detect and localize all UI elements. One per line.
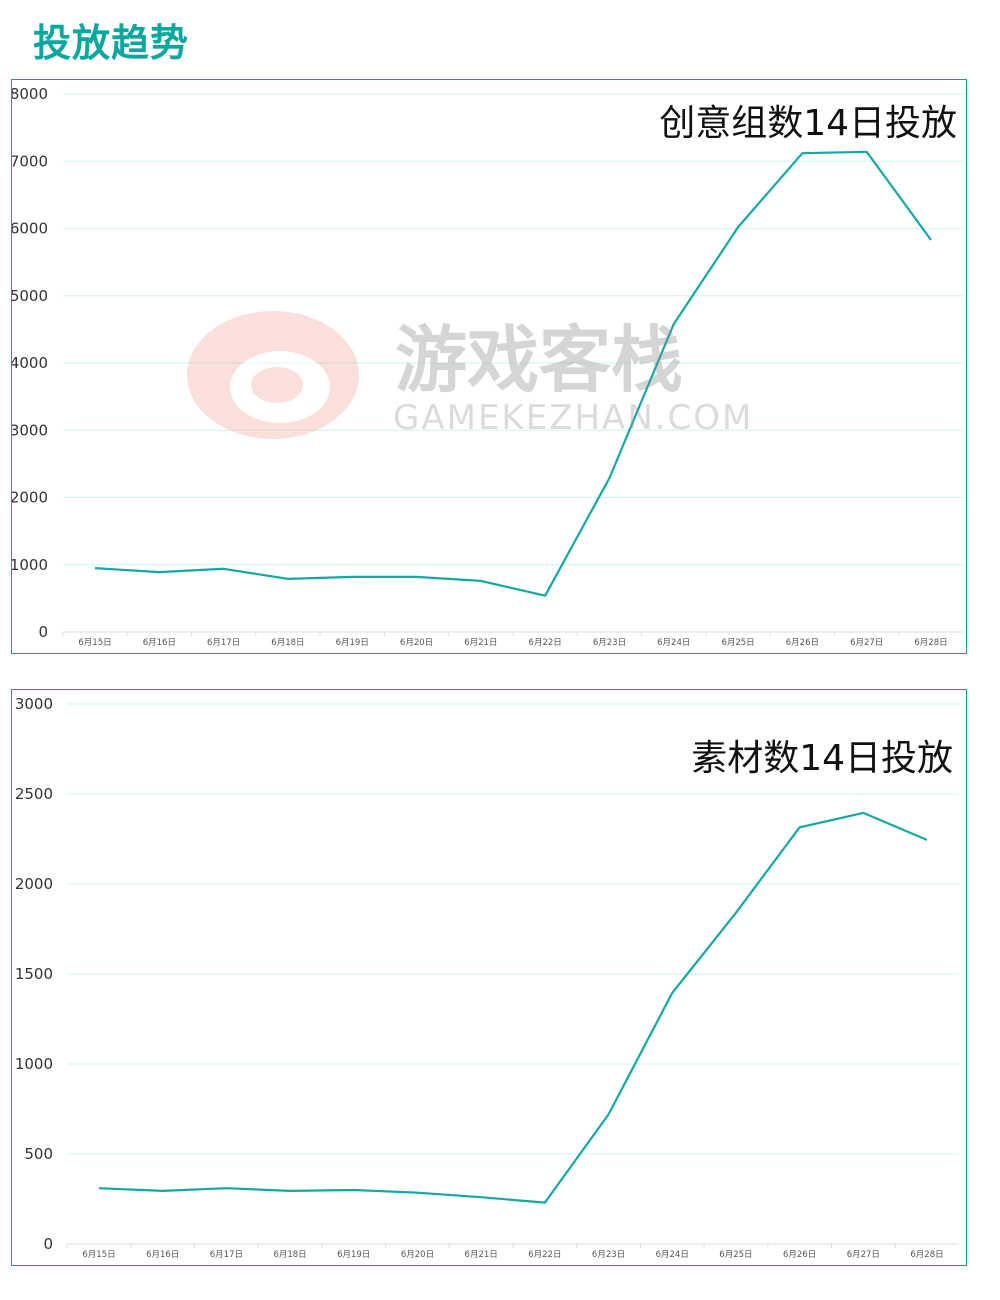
x-tick-label: 6月21日 (465, 1250, 498, 1260)
y-tick-label: 2000 (15, 875, 53, 893)
x-tick-label: 6月17日 (207, 638, 240, 648)
x-tick-label: 6月25日 (721, 638, 754, 648)
page-title: 投放趋势 (33, 21, 190, 65)
y-tick-label: 1000 (15, 1055, 53, 1073)
y-tick-label: 1500 (15, 965, 53, 983)
x-tick-label: 6月27日 (850, 638, 883, 648)
x-tick-label: 6月16日 (146, 1250, 179, 1260)
x-tick-label: 6月15日 (82, 1250, 115, 1260)
x-tick-label: 6月21日 (464, 638, 497, 648)
x-tick-label: 6月26日 (783, 1250, 816, 1260)
x-tick-label: 6月24日 (656, 1250, 689, 1260)
y-tick-label: 1000 (12, 556, 48, 574)
x-tick-label: 6月28日 (914, 638, 947, 648)
y-tick-label: 7000 (12, 152, 48, 170)
y-tick-label: 4000 (12, 354, 48, 372)
x-tick-label: 6月16日 (143, 638, 176, 648)
chart-title: 素材数14日投放 (691, 738, 953, 779)
line-chart: 0 500 1000 1500 2000 2500 3000 6月15日 6月16日 6月17日 6… (15, 695, 959, 1260)
x-tick-label: 6月22日 (529, 638, 562, 648)
series-line (98, 811, 928, 1204)
x-tick-label: 6月28日 (910, 1250, 943, 1260)
x-tick-label: 6月19日 (337, 1250, 370, 1260)
x-tick-label: 6月20日 (400, 638, 433, 648)
series-line (94, 150, 932, 597)
x-tick-label: 6月18日 (271, 638, 304, 648)
chart-title: 创意组数14日投放 (659, 103, 957, 144)
chart-panel-materials: 0 500 1000 1500 2000 2500 3000 6月15日 6月16日 6月17日 6… (11, 689, 967, 1266)
y-tick-label: 3000 (15, 695, 53, 713)
x-tick-label: 6月23日 (593, 638, 626, 648)
line-chart: 0 1000 2000 3000 4000 5000 6000 7000 8000 6月15日 6月… (12, 85, 963, 648)
y-tick-label: 5000 (12, 287, 48, 305)
y-tick-label: 0 (38, 623, 48, 641)
x-tick-label: 6月20日 (401, 1250, 434, 1260)
x-tick-label: 6月18日 (273, 1250, 306, 1260)
y-tick-label: 500 (24, 1145, 53, 1163)
chart-panel-creative-groups: 0 1000 2000 3000 4000 5000 6000 7000 8000 6月15日 6月… (11, 79, 967, 654)
y-tick-label: 8000 (12, 85, 48, 103)
x-tick-label: 6月22日 (528, 1250, 561, 1260)
x-tick-label: 6月25日 (719, 1250, 752, 1260)
y-tick-label: 0 (43, 1235, 53, 1253)
y-tick-label: 2500 (15, 785, 53, 803)
x-tick-label: 6月19日 (336, 638, 369, 648)
x-tick-label: 6月24日 (657, 638, 690, 648)
x-tick-label: 6月17日 (210, 1250, 243, 1260)
x-tick-label: 6月15日 (78, 638, 111, 648)
x-tick-label: 6月23日 (592, 1250, 625, 1260)
y-tick-label: 2000 (12, 489, 48, 507)
y-tick-label: 3000 (12, 421, 48, 439)
x-tick-label: 6月26日 (786, 638, 819, 648)
x-tick-label: 6月27日 (847, 1250, 880, 1260)
y-tick-label: 6000 (12, 220, 48, 238)
